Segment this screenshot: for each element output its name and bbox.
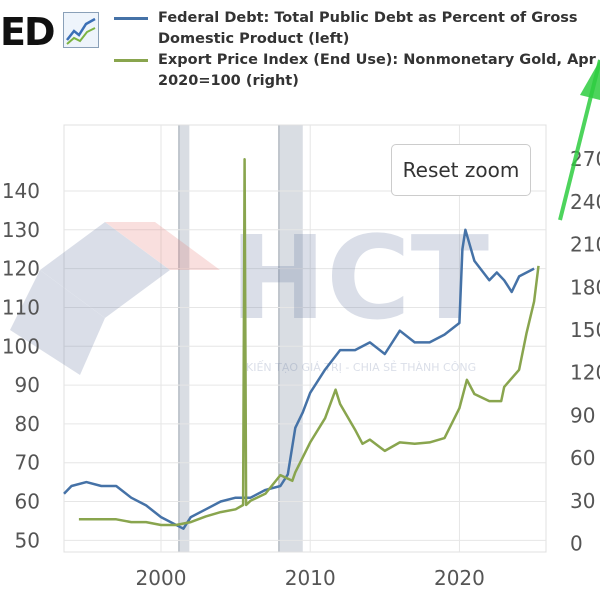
y-right-tick-label: 30 [570, 489, 595, 513]
legend-item-gold[interactable]: Export Price Index (End Use): Nonmonetar… [114, 50, 600, 92]
series-line-gold-price [78, 157, 540, 527]
y-left-tick-label: 70 [15, 451, 40, 475]
recession-bands [178, 125, 303, 552]
watermark-diamond-blue [40, 222, 170, 318]
annotation-arrow-head [580, 60, 600, 100]
y-right-tick-label: 90 [570, 403, 595, 427]
recession-band-0 [178, 125, 190, 552]
y-left-tick-label: 80 [15, 412, 40, 436]
y-left-tick-label: 90 [15, 373, 40, 397]
watermark-tagline: KIẾN TẠO GIÁ TRỊ - CHIA SẺ THÀNH CÔNG [246, 360, 476, 374]
x-tick-label: 2020 [434, 566, 485, 590]
y-left-tick-label: 100 [2, 334, 40, 358]
legend-label-gold: Export Price Index (End Use): Nonmonetar… [158, 52, 596, 89]
legend-swatch-gold [114, 59, 148, 62]
y-left-tick-label: 120 [2, 257, 40, 281]
y-right-tick-label: 120 [570, 361, 600, 385]
x-tick-label: 2010 [285, 566, 336, 590]
line-graph-icon[interactable] [63, 12, 99, 48]
hct-watermark: HCT KIẾN TẠO GIÁ TRỊ - CHIA SẺ THÀNH CÔN… [10, 212, 489, 375]
y-left-tick-label: 130 [2, 218, 40, 242]
reset-zoom-button[interactable]: Reset zoom [391, 144, 531, 196]
fred-logo: ED [0, 10, 55, 54]
y-right-tick-label: 0 [570, 531, 583, 555]
grid-lines [63, 124, 547, 553]
x-tick-label: 2000 [136, 566, 187, 590]
y-left-tick-label: 60 [15, 490, 40, 514]
y-right-tick-label: 60 [570, 446, 595, 470]
y-left-tick-label: 110 [2, 295, 40, 319]
axis-labels: 50 60 70 80 90 100 110 120 130 140 0 30 60 90 120 150 18… [2, 147, 600, 590]
chart-legend: Federal Debt: Total Public Debt as Perce… [114, 8, 600, 92]
series-lines [63, 157, 540, 530]
watermark-text: HCT [230, 212, 489, 346]
y-right-tick-label: 210 [570, 233, 600, 257]
watermark-diamond-red [105, 222, 220, 270]
series-line-federal-debt [63, 228, 535, 530]
y-right-tick-label: 240 [570, 190, 600, 214]
legend-label-debt: Federal Debt: Total Public Debt as Perce… [158, 10, 578, 47]
y-left-tick-label: 140 [2, 179, 40, 203]
legend-item-debt[interactable]: Federal Debt: Total Public Debt as Perce… [114, 8, 600, 50]
y-right-tick-label: 180 [570, 275, 600, 299]
watermark-diamond-lower [10, 270, 105, 375]
y-left-tick-label: 50 [15, 528, 40, 552]
recession-band-1 [278, 125, 303, 552]
y-right-tick-label: 150 [570, 318, 600, 342]
plot-frame [63, 124, 547, 553]
legend-swatch-debt [114, 17, 148, 20]
